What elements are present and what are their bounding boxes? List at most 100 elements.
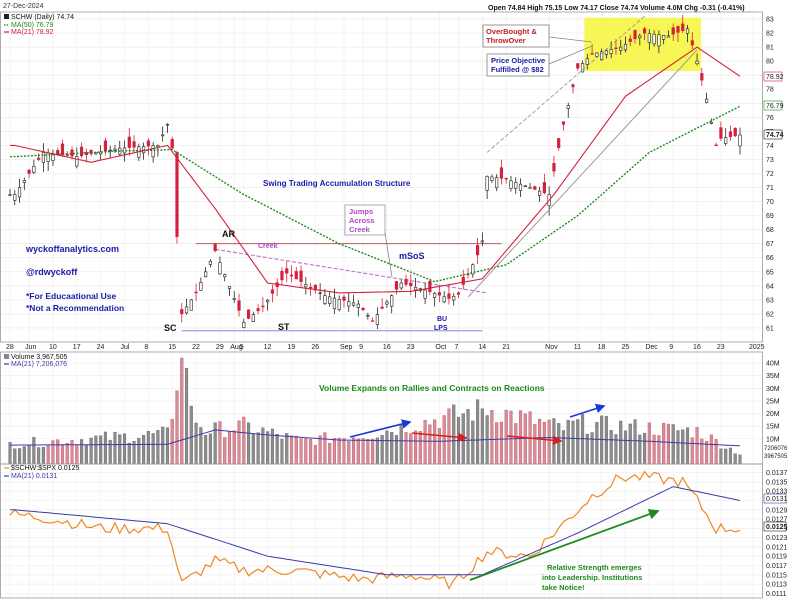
rs-panel-border <box>0 463 763 599</box>
candle-body <box>499 167 504 179</box>
volume-bar <box>208 433 212 465</box>
volume-bar <box>595 421 599 465</box>
candle-body <box>8 194 12 196</box>
volume-bar <box>313 445 317 465</box>
candle-body <box>552 163 556 172</box>
x-tick-label: Sep <box>340 344 353 351</box>
volume-bar <box>13 448 17 465</box>
candle-body <box>342 296 346 301</box>
x-tick-label: 8 <box>144 344 148 351</box>
volume-bar <box>533 424 537 465</box>
x-tick-label: 2025 <box>749 344 765 351</box>
rs-ma-last-box <box>763 493 787 504</box>
lower-channel-line <box>467 49 698 298</box>
ma50-last-box <box>763 100 783 111</box>
creek-label: Creek <box>258 243 278 250</box>
chart-date: 27-Dec-2024 <box>3 3 44 10</box>
candle-body <box>428 280 432 293</box>
volume-bar <box>509 410 513 465</box>
x-tick-label: 23 <box>717 344 725 351</box>
candle-body <box>132 141 136 148</box>
price-tick-label: 76 <box>766 115 774 122</box>
volume-bar <box>75 444 79 465</box>
candle-body <box>308 286 313 289</box>
price-tick-label: 74 <box>766 143 774 150</box>
candle-body <box>371 320 375 322</box>
candle-body <box>304 284 308 288</box>
volume-bar <box>337 437 341 465</box>
x-tick-label: 28 <box>6 344 14 351</box>
lps-label: LPS <box>434 325 448 332</box>
volume-bar <box>628 423 632 465</box>
volume-bar <box>223 437 227 465</box>
volume-bar <box>423 419 427 465</box>
candle-body <box>423 289 427 299</box>
volume-bar <box>676 430 680 465</box>
candle-body <box>170 139 174 149</box>
candle-body <box>165 124 170 126</box>
candle-body <box>437 292 442 296</box>
rs-ma-legend: MA(21) 0.0131 <box>11 473 57 480</box>
volume-bar <box>218 421 222 465</box>
candle-body <box>180 309 184 315</box>
volume-bar <box>495 422 499 465</box>
volume-bar <box>547 419 551 465</box>
swing-title: Swing Trading Accumulation Structure <box>263 179 411 188</box>
volume-arrow-down <box>506 435 563 446</box>
volume-bar <box>46 444 50 465</box>
candle-body <box>433 293 437 298</box>
candle-body <box>256 308 260 312</box>
candle-body <box>175 152 179 237</box>
volume-bar <box>695 427 699 465</box>
volume-bar <box>461 413 465 465</box>
candle-body <box>695 60 699 65</box>
volume-tick-label: 20M <box>766 411 780 418</box>
volume-axis-ticks: 40M 35M 30M 25M 20M 15M 10M <box>766 361 780 444</box>
volume-tick-label: 10M <box>766 436 780 443</box>
candle-body <box>337 298 341 311</box>
volume-bar <box>89 437 93 465</box>
x-tick-label: 9 <box>669 344 673 351</box>
candle-body <box>161 134 165 137</box>
ma21-last-box <box>763 71 783 82</box>
candle-body <box>37 157 41 160</box>
volume-bar <box>442 415 446 465</box>
candle-body <box>390 295 394 307</box>
x-tick-label: 16 <box>383 344 391 351</box>
volume-bar <box>65 443 69 465</box>
candle-body <box>232 298 236 300</box>
volume-bar <box>41 447 45 465</box>
price-tick-label: 82 <box>766 31 774 38</box>
x-tick-label: 21 <box>502 344 510 351</box>
volume-bar <box>709 434 713 465</box>
volume-bar <box>328 443 332 465</box>
candle-body <box>13 194 17 201</box>
candle-body <box>652 33 656 45</box>
volume-bar <box>499 421 503 465</box>
close-last-box <box>763 129 783 140</box>
volume-bar <box>647 422 651 465</box>
volume-bar <box>404 432 408 465</box>
candle-body <box>22 180 26 183</box>
sc-label: SC <box>164 323 177 333</box>
candle-body <box>213 243 217 252</box>
volume-bar <box>161 426 165 465</box>
candle-body <box>113 148 117 151</box>
x-tick-label: 25 <box>621 344 629 351</box>
rs-last-box <box>763 521 787 532</box>
volume-arrows <box>349 403 606 446</box>
volume-bar <box>514 423 518 465</box>
rs-arrow <box>469 509 660 581</box>
volume-bar <box>571 420 575 465</box>
volume-bar <box>84 444 88 465</box>
candle-body <box>60 143 65 156</box>
candle-body <box>108 149 112 152</box>
rs-tick-label: 0.0127 <box>766 517 788 524</box>
rs-tick-label: 0.0135 <box>766 479 788 486</box>
volume-bar <box>643 432 647 465</box>
candle-body <box>347 301 351 307</box>
candle-body <box>542 182 546 194</box>
candle-body <box>409 282 413 287</box>
symbol-line: SCHW (Daily) 74.74 <box>11 14 74 21</box>
candle-body <box>146 140 150 147</box>
